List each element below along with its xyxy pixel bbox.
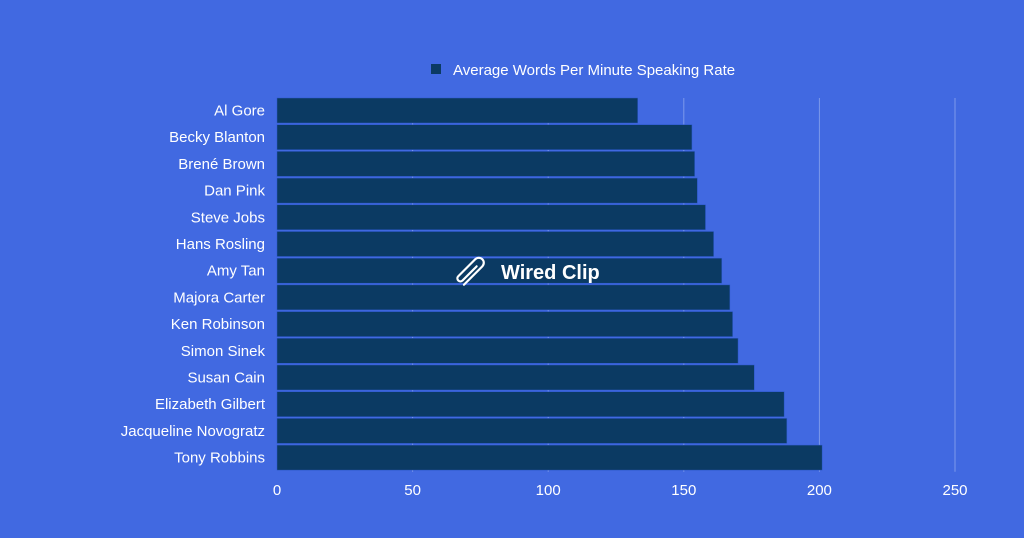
category-label: Elizabeth Gilbert bbox=[155, 396, 266, 413]
bar bbox=[276, 124, 693, 150]
legend-swatch bbox=[431, 64, 441, 74]
bar bbox=[276, 311, 733, 337]
category-label: Brené Brown bbox=[178, 156, 265, 173]
bar bbox=[276, 257, 723, 284]
paperclip-icon bbox=[456, 256, 485, 286]
bar bbox=[276, 177, 698, 204]
x-tick-label: 50 bbox=[404, 482, 421, 499]
category-label: Amy Tan bbox=[207, 263, 265, 280]
bars bbox=[276, 97, 823, 471]
category-label: Becky Blanton bbox=[169, 129, 265, 146]
bar bbox=[276, 231, 714, 257]
x-tick-label: 0 bbox=[273, 482, 281, 499]
bar bbox=[276, 338, 739, 364]
bar bbox=[276, 418, 788, 444]
category-label: Al Gore bbox=[214, 103, 265, 120]
x-axis-ticks: 0 50 100 150 200 250 bbox=[273, 482, 968, 499]
x-tick-label: 100 bbox=[536, 482, 561, 499]
category-label: Dan Pink bbox=[204, 183, 265, 200]
category-label: Hans Rosling bbox=[176, 236, 265, 253]
legend: Average Words Per Minute Speaking Rate bbox=[431, 62, 735, 79]
watermark-text: Wired Clip bbox=[501, 262, 600, 284]
category-labels: Al Gore Becky Blanton Brené Brown Dan Pink S… bbox=[121, 103, 266, 467]
bar bbox=[276, 97, 638, 124]
x-tick-label: 150 bbox=[671, 482, 696, 499]
watermark: Wired Clip bbox=[456, 256, 600, 286]
category-label: Tony Robbins bbox=[174, 450, 265, 467]
x-tick-label: 250 bbox=[942, 482, 967, 499]
bar bbox=[276, 284, 731, 311]
category-label: Simon Sinek bbox=[181, 343, 266, 360]
bar bbox=[276, 444, 823, 471]
category-label: Ken Robinson bbox=[171, 316, 265, 333]
category-label: Steve Jobs bbox=[191, 209, 265, 226]
bar bbox=[276, 391, 785, 417]
x-tick-label: 200 bbox=[807, 482, 832, 499]
category-label: Susan Cain bbox=[187, 370, 265, 387]
bar bbox=[276, 204, 706, 231]
category-label: Majora Carter bbox=[173, 289, 265, 306]
bar bbox=[276, 364, 755, 391]
bar bbox=[276, 151, 695, 177]
legend-label: Average Words Per Minute Speaking Rate bbox=[453, 62, 735, 79]
category-label: Jacqueline Novogratz bbox=[121, 423, 265, 440]
